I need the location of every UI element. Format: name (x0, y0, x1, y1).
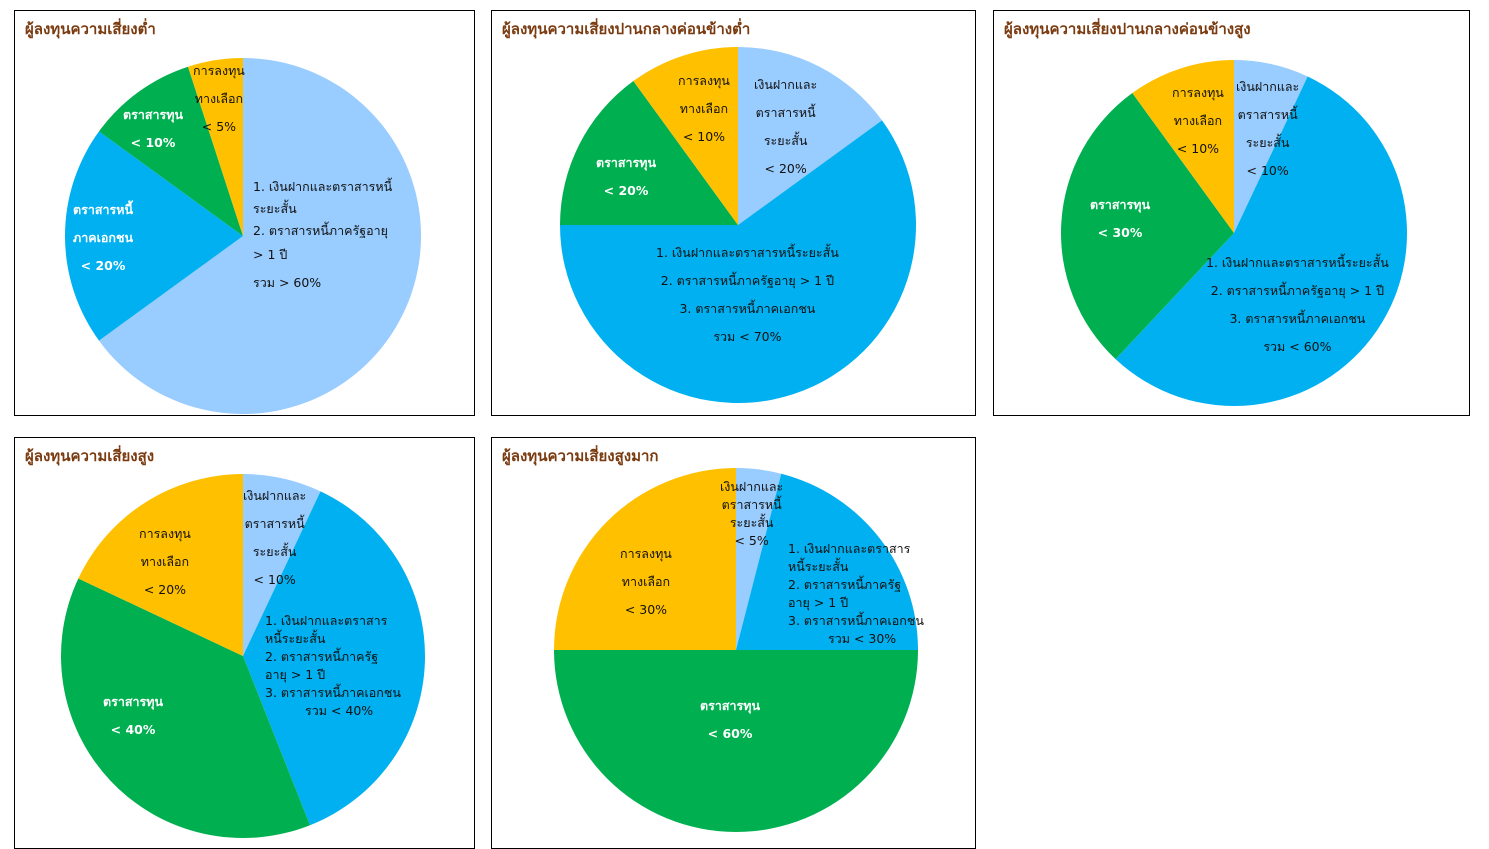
pie-slice-3 (78, 474, 243, 656)
chart-panel-4: ผู้ลงทุนความเสี่ยงสูง เงินฝากและ ตราสารหน… (14, 437, 475, 849)
pie-slice-0 (1234, 60, 1308, 233)
slice-label-2: ตราสารทุน < 60% (700, 698, 760, 741)
slice-label-3: การลงทุน ทางเลือก < 30% (620, 546, 672, 617)
pie-slice-1 (560, 120, 916, 404)
slice-label-0: เงินฝากและ ตราสารหนี้ ระยะสั้น < 5% (720, 479, 784, 548)
slice-label-1: 1. เงินฝากและตราสาร หนี้ระยะสั้น 2. ตราสา… (265, 613, 401, 718)
pie-slice-2 (1061, 93, 1234, 360)
slice-label-2: ตราสารทุน < 30% (1090, 197, 1150, 240)
slice-label-3: การลงทุน ทางเลือก < 10% (1172, 85, 1224, 156)
chart-title: ผู้ลงทุนความเสี่ยงสูง (25, 447, 155, 465)
pie-chart (560, 47, 916, 404)
pie-slice-1 (736, 473, 918, 650)
chart-title: ผู้ลงทุนความเสี่ยงต่ำ (25, 20, 156, 38)
slice-label-1: ตราสารหนี้ ภาคเอกชน < 20% (73, 202, 133, 273)
slice-label-0: เงินฝากและ ตราสารหนี้ ระยะสั้น < 10% (1236, 79, 1300, 178)
chart-title: ผู้ลงทุนความเสี่ยงปานกลางค่อนข้างต่ำ (502, 20, 751, 38)
pie-slice-2 (61, 578, 310, 838)
pie-slice-2 (554, 650, 918, 832)
pie-chart (1061, 60, 1407, 407)
pie-slice-2 (560, 80, 738, 226)
pie-slice-1 (1115, 76, 1407, 407)
slice-label-0: เงินฝากและ ตราสารหนี้ ระยะสั้น < 10% (243, 488, 307, 587)
pie-slice-1 (64, 131, 243, 341)
pie-slice-3 (633, 47, 738, 225)
slice-label-1: 1. เงินฝากและตราสารหนี้ระยะสั้น 2. ตราสาร… (656, 245, 839, 344)
pie-slice-3 (554, 468, 736, 650)
slice-label-2: ตราสารทุน < 10% (123, 107, 183, 150)
chart-title: ผู้ลงทุนความเสี่ยงปานกลางค่อนข้างสูง (1004, 20, 1251, 38)
slice-label-3: การลงทุน ทางเลือก < 20% (139, 526, 191, 597)
pie-slice-0 (243, 474, 321, 656)
slice-label-0: 1. เงินฝากและตราสารหนี้ ระยะสั้น 2. ตราสา… (253, 179, 393, 290)
chart-panel-5: ผู้ลงทุนความเสี่ยงสูงมาก เงินฝากและ ตราสา… (491, 437, 976, 849)
pie-chart (61, 474, 425, 838)
pie-slice-1 (243, 491, 425, 826)
pie-slice-3 (187, 58, 243, 236)
chart-panel-1: ผู้ลงทุนความเสี่ยงต่ำ 1. เงินฝากและตราสา… (14, 10, 475, 416)
pie-slice-0 (736, 468, 782, 650)
slice-label-3: การลงทุน ทางเลือก < 5% (193, 63, 245, 134)
slice-label-1: 1. เงินฝากและตราสารหนี้ระยะสั้น 2. ตราสาร… (1206, 255, 1389, 354)
chart-title: ผู้ลงทุนความเสี่ยงสูงมาก (502, 447, 659, 465)
chart-panel-2: ผู้ลงทุนความเสี่ยงปานกลางค่อนข้างต่ำ เงิ… (491, 10, 976, 416)
slice-label-3: การลงทุน ทางเลือก < 10% (678, 73, 730, 144)
slice-label-0: เงินฝากและ ตราสารหนี้ ระยะสั้น < 20% (754, 77, 818, 176)
pie-slice-2 (98, 66, 244, 236)
pie-chart (64, 58, 422, 414)
pie-slice-3 (1132, 60, 1234, 233)
chart-panel-3: ผู้ลงทุนความเสี่ยงปานกลางค่อนข้างสูง เงิ… (993, 10, 1470, 416)
slice-label-2: ตราสารทุน < 20% (596, 155, 656, 198)
pie-slice-0 (98, 58, 422, 414)
pie-slice-0 (738, 47, 883, 225)
slice-label-2: ตราสารทุน < 40% (103, 694, 163, 737)
slice-label-1: 1. เงินฝากและตราสาร หนี้ระยะสั้น 2. ตราสา… (788, 541, 924, 646)
pie-chart (554, 468, 918, 832)
